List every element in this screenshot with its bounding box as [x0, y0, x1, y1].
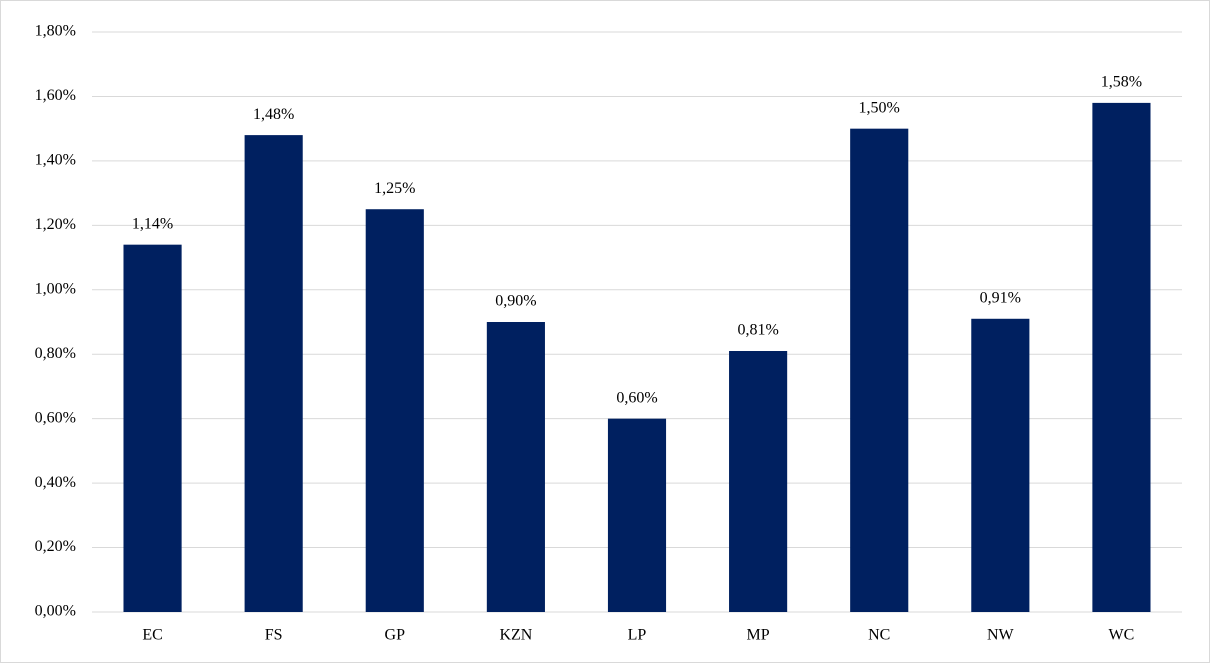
x-tick-label: WC [1109, 627, 1135, 644]
y-tick-label: 1,20% [35, 216, 76, 233]
value-label: 1,50% [859, 99, 900, 116]
x-tick-label: GP [385, 627, 406, 644]
bar [486, 322, 545, 612]
bar [1092, 102, 1151, 612]
y-tick-label: 1,60% [35, 87, 76, 104]
value-label: 1,58% [1101, 74, 1142, 91]
y-tick-label: 0,00% [35, 603, 76, 620]
value-label: 1,48% [253, 106, 294, 123]
y-tick-label: 1,80% [35, 23, 76, 40]
bar [365, 209, 424, 612]
y-tick-label: 1,40% [35, 152, 76, 169]
value-label: 0,81% [737, 322, 778, 339]
x-tick-label: EC [142, 627, 162, 644]
x-tick-label: LP [628, 627, 647, 644]
x-tick-label: NW [987, 627, 1015, 644]
y-tick-label: 0,80% [35, 345, 76, 362]
y-tick-label: 0,20% [35, 538, 76, 555]
bar [971, 318, 1030, 612]
value-label: 0,91% [980, 289, 1021, 306]
x-tick-label: FS [265, 627, 283, 644]
bar [123, 244, 182, 612]
x-tick-label: MP [747, 627, 770, 644]
y-tick-label: 0,40% [35, 474, 76, 491]
y-tick-label: 0,60% [35, 409, 76, 426]
value-label: 1,25% [374, 180, 415, 197]
bar [244, 135, 303, 612]
value-label: 1,14% [132, 215, 173, 232]
bar [729, 351, 788, 612]
y-tick-label: 1,00% [35, 280, 76, 297]
x-tick-label: KZN [499, 627, 532, 644]
x-tick-label: NC [868, 627, 890, 644]
value-label: 0,60% [616, 389, 657, 406]
bar [607, 418, 667, 612]
value-label: 0,90% [495, 293, 536, 310]
bar [850, 128, 909, 612]
